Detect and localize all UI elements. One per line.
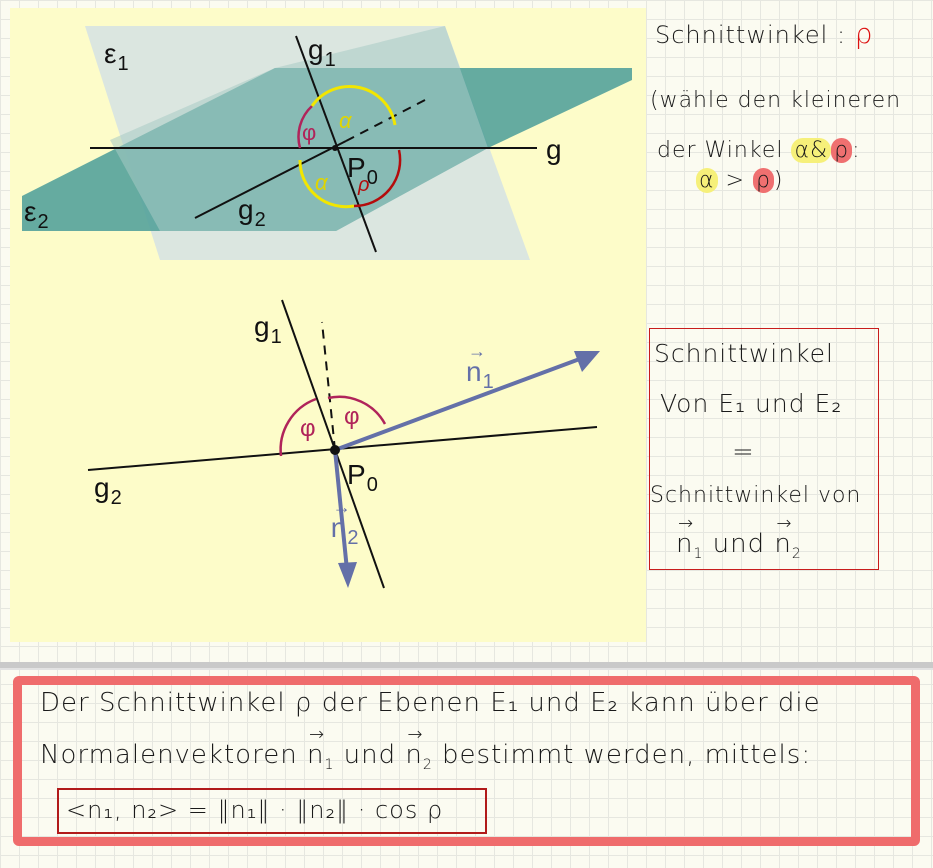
label-n1: n1 [466, 342, 494, 392]
alpha-arc-top [310, 84, 397, 126]
rho-arc [353, 149, 402, 208]
box-line-2: Von E₁ und E₂ [660, 389, 843, 418]
highlight-alpha: α& [791, 138, 832, 163]
label-alpha-top: α [339, 108, 352, 133]
label-p0-top: P0 [347, 152, 378, 189]
box-line-3: = [732, 437, 755, 467]
phi-arc-right [327, 395, 387, 425]
separator [0, 662, 933, 668]
bottom-definition-box [13, 676, 920, 846]
bottom-line-1: Der Schnittwinkel ρ der Ebenen E₁ und E₂… [40, 688, 821, 718]
label-g1-bottom: g1 [254, 311, 282, 348]
label-n2: n2 [331, 498, 359, 548]
vector-n2-arrowhead [338, 562, 357, 588]
alpha-arc-bottom [298, 159, 355, 209]
vector-n1-arrowhead [574, 351, 600, 372]
highlight-rho: ρ [831, 138, 853, 163]
vector-n1 [334, 355, 586, 452]
label-alpha-bottom: α [315, 170, 328, 195]
phi-arc-left [279, 397, 317, 457]
label-rho-top: ρ [358, 174, 370, 196]
note-alpha-greater-rho: α > ρ) [696, 168, 784, 193]
summary-box: Schnittwinkel Von E₁ und E₂ = Schnittwin… [649, 328, 879, 570]
point-p0 [330, 445, 340, 455]
intersecting-planes-diagram [22, 26, 632, 260]
phi-arc-top [297, 105, 313, 149]
line-g1-bottom [281, 299, 385, 589]
bottom-line-2: Normalenvektoren n1 und n2 bestimmt werd… [40, 726, 811, 772]
label-g2-bottom: g2 [94, 472, 122, 509]
line-dashed-bottom [321, 321, 336, 451]
box-line-1: Schnittwinkel [654, 339, 835, 368]
line-g1 [295, 35, 377, 253]
box-line-5: n1 und n2 [676, 515, 802, 561]
normal-vectors-diagram [87, 299, 600, 589]
note-waehle: (wähle den kleineren [650, 88, 902, 113]
note-der-winkel: der Winkel α& ρ: [657, 138, 861, 163]
formula-box [57, 788, 487, 834]
label-g1-top: g1 [308, 34, 336, 71]
note-schnittwinkel: Schnittwinkel : ρ [655, 17, 874, 50]
label-epsilon-2: ε2 [24, 196, 49, 233]
box-line-4: Schnittwinkel von [650, 483, 862, 508]
label-p0-bottom: P0 [347, 459, 378, 496]
line-g2 [194, 140, 347, 219]
label-phi-right: φ [344, 403, 360, 430]
label-epsilon-1: ε1 [104, 38, 129, 75]
label-g2-top: g2 [238, 194, 266, 231]
label-phi-top: φ [302, 120, 317, 145]
formula-text: <n₁, n₂> = ‖n₁‖ · ‖n₂‖ · cos ρ [66, 796, 444, 824]
separator-shade [0, 668, 933, 670]
label-phi-left: φ [300, 415, 316, 442]
label-g: g [546, 134, 562, 165]
